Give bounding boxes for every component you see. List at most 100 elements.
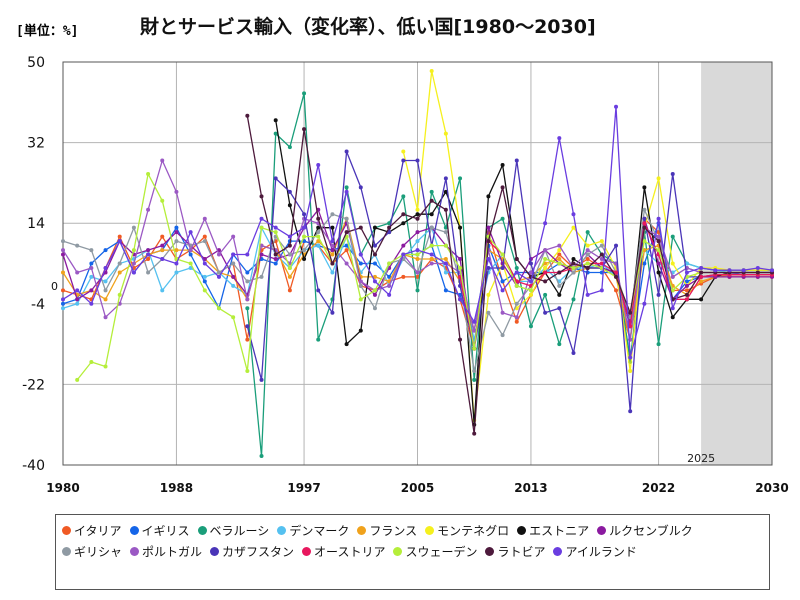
data-point xyxy=(302,91,307,96)
data-point xyxy=(429,212,434,217)
legend-marker xyxy=(553,547,563,556)
data-point xyxy=(245,270,250,275)
data-point xyxy=(585,257,590,262)
data-point xyxy=(387,292,392,297)
data-point xyxy=(528,261,533,266)
data-point xyxy=(103,279,108,284)
data-point xyxy=(585,265,590,270)
x-tick-label: 2022 xyxy=(642,481,675,495)
data-point xyxy=(89,301,94,306)
data-point xyxy=(330,248,335,253)
data-point xyxy=(330,310,335,315)
legend-item: オーストリア xyxy=(302,541,385,562)
data-point xyxy=(443,288,448,293)
legend-label: ベラルーシ xyxy=(209,524,270,538)
data-point xyxy=(287,288,292,293)
data-point xyxy=(245,113,250,118)
data-point xyxy=(599,239,604,244)
x-tick-label: 1988 xyxy=(160,481,193,495)
data-point xyxy=(273,230,278,235)
data-point xyxy=(372,288,377,293)
data-point xyxy=(103,364,108,369)
data-point xyxy=(656,248,661,253)
data-point xyxy=(528,279,533,284)
data-point xyxy=(316,337,321,342)
data-point xyxy=(401,243,406,248)
data-point xyxy=(273,261,278,266)
data-point xyxy=(330,225,335,230)
data-point xyxy=(458,257,463,262)
data-point xyxy=(500,252,505,257)
data-point xyxy=(599,257,604,262)
legend-marker xyxy=(210,547,220,556)
data-point xyxy=(443,261,448,266)
legend-item: アイルランド xyxy=(553,541,637,562)
data-point xyxy=(571,212,576,217)
data-point xyxy=(372,274,377,279)
data-point xyxy=(103,265,108,270)
data-point xyxy=(514,283,519,288)
legend-item: ギリシャ xyxy=(62,541,122,562)
data-point xyxy=(401,194,406,199)
data-point xyxy=(202,288,207,293)
data-point xyxy=(628,409,633,414)
data-point xyxy=(344,149,349,154)
data-point xyxy=(614,274,619,279)
data-point xyxy=(599,252,604,257)
data-point xyxy=(500,279,505,284)
data-point xyxy=(415,270,420,275)
data-point xyxy=(429,261,434,266)
data-point xyxy=(316,288,321,293)
data-point xyxy=(656,239,661,244)
data-point xyxy=(330,243,335,248)
data-point xyxy=(684,297,689,302)
data-point xyxy=(316,225,321,230)
data-point xyxy=(330,252,335,257)
y-tick-label: -40 xyxy=(22,458,45,474)
data-point xyxy=(61,239,65,244)
series-15 xyxy=(61,104,774,360)
legend-item: ベラルーシ xyxy=(197,520,270,541)
data-point xyxy=(302,212,307,217)
data-point xyxy=(585,292,590,297)
data-point xyxy=(316,243,321,248)
data-point xyxy=(316,230,321,235)
data-point xyxy=(103,315,108,320)
series-10 xyxy=(61,158,774,342)
data-point xyxy=(188,230,193,235)
data-point xyxy=(330,239,335,244)
data-point xyxy=(273,176,278,181)
data-point xyxy=(160,248,165,253)
data-point xyxy=(160,158,165,163)
legend-marker xyxy=(425,526,435,535)
data-point xyxy=(259,216,264,221)
data-point xyxy=(443,243,448,248)
data-point xyxy=(188,252,193,257)
data-point xyxy=(443,176,448,181)
data-point xyxy=(571,261,576,266)
data-point xyxy=(571,225,576,230)
data-point xyxy=(642,216,647,221)
chart-legend: イタリア イギリス ベラルーシ デンマーク フランス モンテネグロ エストニア ルクセンブルク… xyxy=(55,514,770,590)
data-point xyxy=(302,234,307,239)
data-point xyxy=(628,324,633,329)
data-point xyxy=(656,176,661,181)
data-point xyxy=(216,252,221,257)
data-point xyxy=(415,252,420,257)
data-point xyxy=(302,127,307,132)
data-point xyxy=(429,68,434,73)
legend-marker xyxy=(517,526,527,535)
data-point xyxy=(273,118,278,123)
data-point xyxy=(75,301,80,306)
data-point xyxy=(344,216,349,221)
data-point xyxy=(174,225,179,230)
data-point xyxy=(372,261,377,266)
data-point xyxy=(231,274,236,279)
legend-marker xyxy=(277,526,287,535)
data-point xyxy=(287,145,292,150)
data-point xyxy=(89,360,94,365)
legend-item: イギリス xyxy=(129,520,190,541)
data-point xyxy=(670,234,675,239)
legend-label: アイルランド xyxy=(565,545,637,559)
data-point xyxy=(358,252,363,257)
